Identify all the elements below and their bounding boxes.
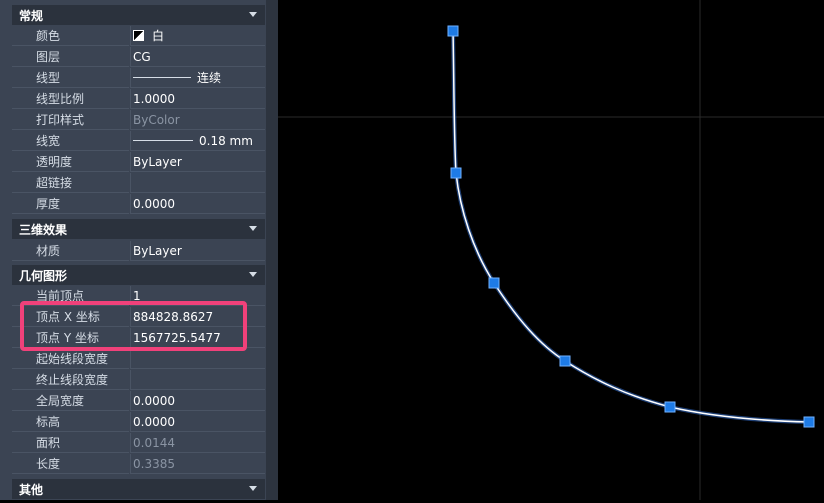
property-value-hyperlink[interactable]	[130, 173, 265, 193]
property-row-start-width[interactable]: 起始线段宽度	[12, 349, 265, 370]
property-label-elevation: 标高	[12, 412, 129, 432]
vertex-grip-4[interactable]	[559, 355, 571, 367]
property-label-hyperlink: 超链接	[12, 173, 129, 193]
property-value-material[interactable]: ByLayer	[130, 241, 265, 261]
property-label-global-width: 全局宽度	[12, 391, 129, 411]
property-row-vertex-x[interactable]: 顶点 X 坐标 884828.8627	[12, 307, 265, 328]
property-row-lineweight[interactable]: 线宽 0.18 mm	[12, 131, 265, 152]
property-label-linetype: 线型	[12, 68, 129, 88]
property-value-transparency[interactable]: ByLayer	[130, 152, 265, 172]
properties-panel: 常规 颜色 白 图层 CG 线型 连续 线型比例 1.0000 打印样式 ByC…	[0, 0, 278, 500]
property-label-color: 颜色	[12, 26, 129, 46]
property-label-transparency: 透明度	[12, 152, 129, 172]
property-value-vertex-x[interactable]: 884828.8627	[130, 307, 265, 327]
property-row-vertex-y[interactable]: 顶点 Y 坐标 1567725.5477	[12, 328, 265, 349]
property-row-end-width[interactable]: 终止线段宽度	[12, 370, 265, 391]
property-label-start-width: 起始线段宽度	[12, 349, 129, 369]
section-geometry-title: 几何图形	[19, 268, 68, 283]
vertex-grip-3[interactable]	[488, 277, 500, 289]
vertex-grip-2[interactable]	[450, 167, 462, 179]
property-value-layer[interactable]: CG	[130, 47, 265, 67]
section-geometry-header[interactable]: 几何图形	[12, 265, 265, 285]
chevron-down-icon[interactable]	[249, 272, 257, 277]
property-value-lineweight[interactable]: 0.18 mm	[130, 131, 265, 151]
property-label-ltscale: 线型比例	[12, 89, 129, 109]
property-label-length: 长度	[12, 454, 129, 474]
vertex-grip-5[interactable]	[664, 401, 676, 413]
linetype-preview-icon	[133, 77, 191, 78]
property-value-length: 0.3385	[130, 454, 265, 474]
property-row-ltscale[interactable]: 线型比例 1.0000	[12, 89, 265, 110]
property-value-plotstyle: ByColor	[130, 110, 265, 130]
property-label-area: 面积	[12, 433, 129, 453]
vertex-grip-1[interactable]	[447, 25, 459, 37]
property-row-color[interactable]: 颜色 白	[12, 26, 265, 47]
drawing-canvas[interactable]	[278, 0, 824, 500]
section-general-header[interactable]: 常规	[12, 5, 265, 25]
property-label-vertex-x: 顶点 X 坐标	[12, 307, 129, 327]
property-row-length[interactable]: 长度 0.3385	[12, 454, 265, 475]
property-label-end-width: 终止线段宽度	[12, 370, 129, 390]
property-value-area: 0.0144	[130, 433, 265, 453]
property-value-end-width[interactable]	[130, 370, 265, 390]
property-value-linetype[interactable]: 连续	[130, 68, 265, 88]
section-3d-title: 三维效果	[19, 222, 68, 237]
property-value-ltscale[interactable]: 1.0000	[130, 89, 265, 109]
chevron-down-icon[interactable]	[249, 12, 257, 17]
property-value-elevation[interactable]: 0.0000	[130, 412, 265, 432]
property-label-layer: 图层	[12, 47, 129, 67]
property-row-transparency[interactable]: 透明度 ByLayer	[12, 152, 265, 173]
annotation-highlight-box	[20, 301, 247, 351]
polyline-selection-glow	[451, 30, 810, 424]
property-row-thickness[interactable]: 厚度 0.0000	[12, 194, 265, 215]
property-row-current-vertex[interactable]: 当前顶点 1	[12, 286, 265, 307]
property-label-material: 材质	[12, 241, 129, 261]
selected-polyline[interactable]	[452, 30, 810, 423]
property-value-current-vertex[interactable]: 1	[130, 286, 265, 306]
vertex-grip-6[interactable]	[803, 416, 815, 428]
property-label-current-vertex: 当前顶点	[12, 286, 129, 306]
property-row-hyperlink[interactable]: 超链接	[12, 173, 265, 194]
property-row-elevation[interactable]: 标高 0.0000	[12, 412, 265, 433]
section-3d-header[interactable]: 三维效果	[12, 219, 265, 239]
property-label-plotstyle: 打印样式	[12, 110, 129, 130]
property-row-layer[interactable]: 图层 CG	[12, 47, 265, 68]
property-label-thickness: 厚度	[12, 194, 129, 214]
property-row-plotstyle[interactable]: 打印样式 ByColor	[12, 110, 265, 131]
property-value-color[interactable]: 白	[130, 26, 265, 46]
color-swatch-icon	[133, 30, 144, 41]
property-row-material[interactable]: 材质 ByLayer	[12, 241, 265, 262]
panel-scrollbar[interactable]	[266, 0, 278, 500]
section-general-title: 常规	[19, 8, 44, 23]
lineweight-preview-icon	[133, 140, 193, 141]
property-row-global-width[interactable]: 全局宽度 0.0000	[12, 391, 265, 412]
property-value-thickness[interactable]: 0.0000	[130, 194, 265, 214]
chevron-down-icon[interactable]	[249, 226, 257, 231]
section-misc-title: 其他	[19, 482, 44, 497]
property-label-lineweight: 线宽	[12, 131, 129, 151]
drawing-viewport[interactable]	[278, 0, 824, 500]
property-value-start-width[interactable]	[130, 349, 265, 369]
property-value-global-width[interactable]: 0.0000	[130, 391, 265, 411]
section-misc-header[interactable]: 其他	[12, 479, 265, 499]
chevron-down-icon[interactable]	[249, 486, 257, 491]
property-row-linetype[interactable]: 线型 连续	[12, 68, 265, 89]
property-row-area[interactable]: 面积 0.0144	[12, 433, 265, 454]
